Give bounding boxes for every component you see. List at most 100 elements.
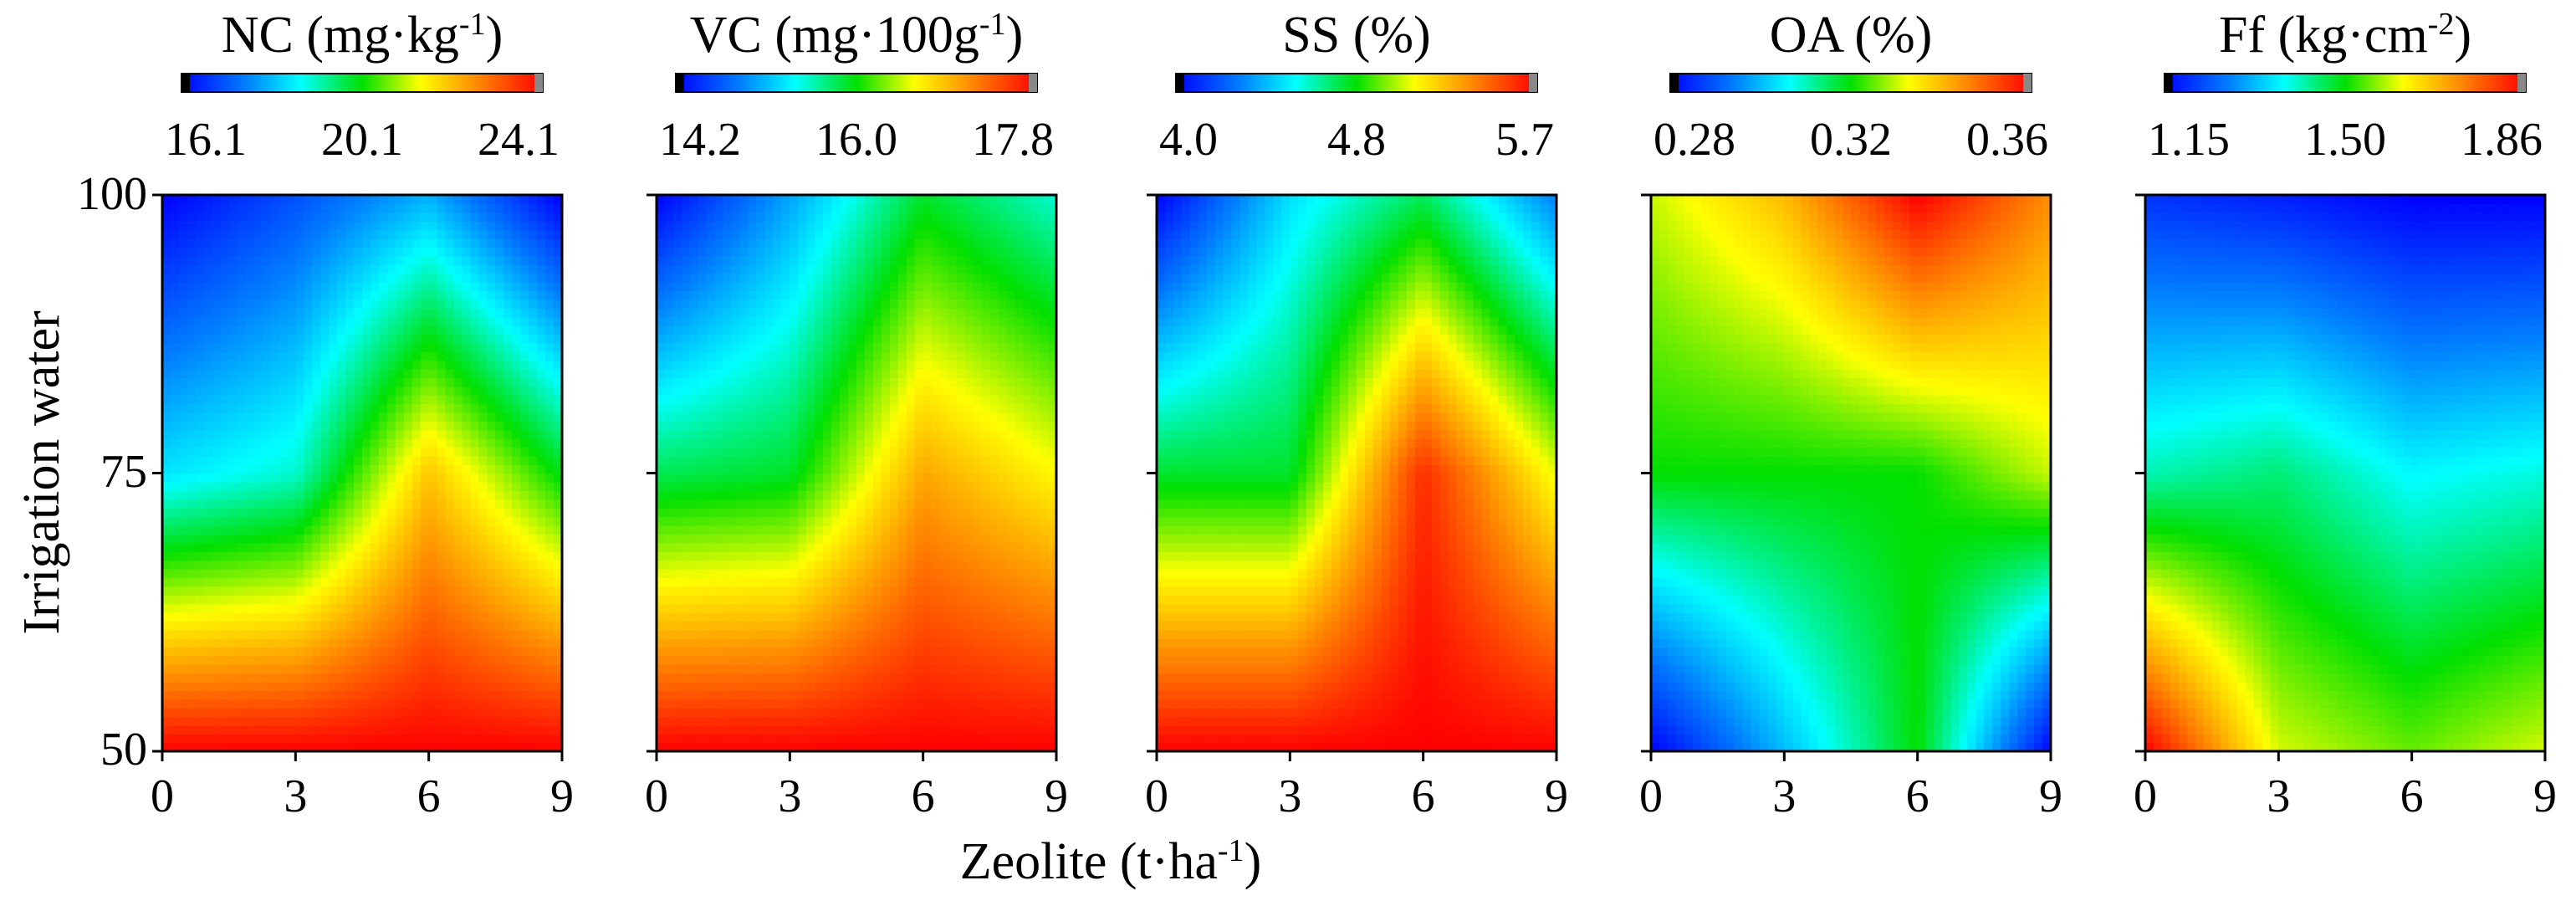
heatmap-cell	[195, 637, 205, 648]
heatmap-cell	[270, 568, 280, 578]
heatmap-cell	[312, 551, 322, 561]
heatmap-cell	[362, 508, 371, 518]
heatmap-cell	[764, 247, 774, 257]
heatmap-cell	[411, 673, 422, 683]
heatmap-cell	[370, 334, 380, 344]
heatmap-cell	[420, 621, 430, 631]
heatmap-cell	[790, 673, 800, 683]
heatmap-cell	[554, 334, 563, 344]
heatmap-cell	[187, 308, 197, 318]
heatmap-cell	[889, 412, 899, 422]
heatmap-cell	[279, 290, 289, 300]
heatmap-cell	[295, 455, 305, 465]
heatmap-cell	[453, 568, 463, 578]
heatmap-cell	[437, 481, 447, 492]
heatmap-cell	[512, 229, 522, 239]
heatmap-cell	[806, 716, 816, 726]
heatmap-cell	[790, 516, 800, 526]
heatmap-cell	[312, 664, 322, 674]
heatmap-cell	[262, 542, 272, 552]
heatmap-cell	[411, 403, 422, 413]
heatmap-cell	[512, 542, 522, 552]
heatmap-cell	[731, 690, 741, 700]
heatmap-cell	[840, 551, 849, 561]
heatmap-cell	[848, 212, 857, 222]
heatmap-cell	[889, 273, 899, 283]
heatmap-cell	[428, 742, 438, 752]
heatmap-cell	[840, 342, 849, 352]
heatmap-cell	[764, 586, 774, 596]
heatmap-cell	[262, 586, 272, 596]
heatmap-cell	[170, 508, 180, 518]
heatmap-cell	[237, 368, 247, 378]
heatmap-cell	[495, 542, 505, 552]
heatmap-cell	[178, 681, 188, 692]
heatmap-cell	[864, 568, 874, 578]
heatmap-cell	[428, 681, 438, 692]
heatmap-cell	[395, 438, 405, 448]
heatmap-cell	[304, 212, 314, 222]
heatmap-cell	[773, 577, 783, 587]
heatmap-cell	[445, 386, 455, 396]
heatmap-cell	[162, 673, 171, 683]
heatmap-cell	[806, 681, 816, 692]
heatmap-cell	[245, 560, 255, 570]
heatmap-cell	[487, 281, 497, 292]
heatmap-cell	[764, 238, 774, 248]
heatmap-cell	[170, 412, 180, 422]
heatmap-cell	[270, 525, 280, 535]
heatmap-cell	[897, 629, 907, 639]
heatmap-cell	[295, 421, 305, 431]
heatmap-cell	[897, 690, 907, 700]
heatmap-cell	[262, 690, 272, 700]
heatmap-cell	[520, 734, 529, 744]
heatmap-cell	[312, 455, 322, 465]
heatmap-cell	[537, 255, 546, 265]
heatmap-cell	[672, 238, 682, 248]
heatmap-cell	[403, 647, 413, 657]
heatmap-cell	[706, 673, 716, 683]
heatmap-cell	[411, 203, 422, 213]
heatmap-cell	[554, 716, 563, 726]
heatmap-cell	[731, 534, 741, 544]
heatmap-cell	[445, 516, 455, 526]
heatmap-cell	[864, 690, 874, 700]
heatmap-cell	[386, 316, 396, 326]
heatmap-cell	[512, 621, 522, 631]
heatmap-cell	[320, 325, 330, 335]
heatmap-cell	[228, 212, 238, 222]
heatmap-cell	[798, 368, 808, 378]
heatmap-cell	[545, 525, 555, 535]
heatmap-cell	[664, 368, 674, 378]
heatmap-cell	[345, 447, 355, 457]
heatmap-cell	[329, 377, 338, 387]
heatmap-cell	[831, 621, 841, 631]
heatmap-cell	[831, 264, 841, 274]
heatmap-cell	[187, 551, 197, 561]
heatmap-cell	[462, 308, 472, 318]
heatmap-cell	[881, 447, 891, 457]
heatmap-cell	[262, 299, 272, 309]
heatmap-cell	[220, 325, 230, 335]
heatmap-cell	[495, 342, 505, 352]
heatmap-cell	[478, 560, 488, 570]
heatmap-cell	[320, 316, 330, 326]
heatmap-cell	[706, 647, 716, 657]
heatmap-cell	[495, 516, 505, 526]
heatmap-cell	[714, 534, 724, 544]
heatmap-cell	[487, 577, 497, 587]
heatmap-cell	[723, 629, 733, 639]
heatmap-cell	[487, 655, 497, 665]
heatmap-cell	[781, 342, 791, 352]
heatmap-cell	[756, 421, 766, 431]
heatmap-cell	[773, 212, 783, 222]
heatmap-cell	[714, 212, 724, 222]
heatmap-cell	[512, 586, 522, 596]
heatmap-cell	[806, 264, 816, 274]
heatmap-cell	[698, 281, 708, 292]
heatmap-cell	[212, 499, 222, 509]
heatmap-cell	[386, 499, 396, 509]
heatmap-cell	[237, 438, 247, 448]
heatmap-cell	[848, 273, 857, 283]
heatmap-cell	[428, 716, 438, 726]
